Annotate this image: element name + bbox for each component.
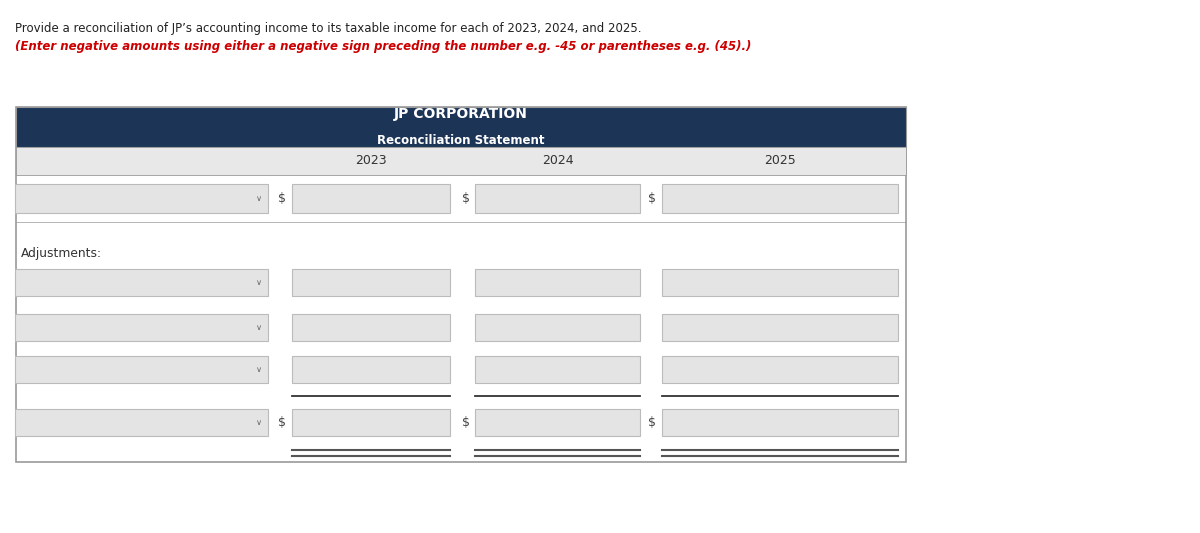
Text: Provide a reconciliation of JP’s accounting income to its taxable income for eac: Provide a reconciliation of JP’s account… <box>14 22 646 35</box>
FancyBboxPatch shape <box>292 269 450 296</box>
FancyBboxPatch shape <box>662 409 898 437</box>
FancyBboxPatch shape <box>16 107 906 147</box>
FancyBboxPatch shape <box>14 314 268 341</box>
Text: $: $ <box>462 192 470 205</box>
Text: ∨: ∨ <box>256 278 262 287</box>
Text: $: $ <box>462 416 470 429</box>
FancyBboxPatch shape <box>662 184 898 213</box>
FancyBboxPatch shape <box>292 184 450 213</box>
Text: (Enter negative amounts using either a negative sign preceding the number e.g. -: (Enter negative amounts using either a n… <box>14 40 751 53</box>
FancyBboxPatch shape <box>662 269 898 296</box>
FancyBboxPatch shape <box>662 314 898 341</box>
FancyBboxPatch shape <box>14 357 268 383</box>
FancyBboxPatch shape <box>475 314 640 341</box>
FancyBboxPatch shape <box>475 269 640 296</box>
FancyBboxPatch shape <box>14 269 268 296</box>
FancyBboxPatch shape <box>292 314 450 341</box>
FancyBboxPatch shape <box>16 147 906 175</box>
FancyBboxPatch shape <box>16 107 906 462</box>
FancyBboxPatch shape <box>475 409 640 437</box>
FancyBboxPatch shape <box>475 184 640 213</box>
Text: ∨: ∨ <box>256 323 262 332</box>
Text: Reconciliation Statement: Reconciliation Statement <box>377 134 545 147</box>
Text: 2023: 2023 <box>355 155 386 167</box>
Text: JP CORPORATION: JP CORPORATION <box>394 107 528 120</box>
Text: 2024: 2024 <box>541 155 574 167</box>
Text: $: $ <box>278 192 286 205</box>
Text: ∨: ∨ <box>256 365 262 374</box>
Text: $: $ <box>648 192 656 205</box>
FancyBboxPatch shape <box>14 409 268 437</box>
Text: ∨: ∨ <box>256 418 262 427</box>
FancyBboxPatch shape <box>662 357 898 383</box>
FancyBboxPatch shape <box>292 409 450 437</box>
FancyBboxPatch shape <box>292 357 450 383</box>
Text: ∨: ∨ <box>256 194 262 203</box>
Text: $: $ <box>648 416 656 429</box>
Text: 2025: 2025 <box>764 155 796 167</box>
FancyBboxPatch shape <box>475 357 640 383</box>
Text: $: $ <box>278 416 286 429</box>
FancyBboxPatch shape <box>14 184 268 213</box>
Text: Adjustments:: Adjustments: <box>22 247 102 260</box>
